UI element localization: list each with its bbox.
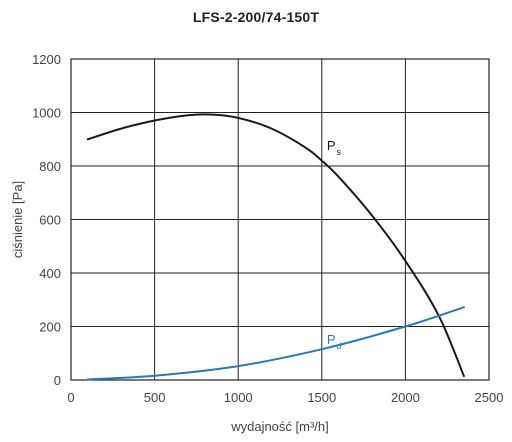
y-tick-label: 600 bbox=[39, 213, 61, 228]
grid-lines bbox=[70, 58, 490, 381]
x-tick-label: 2500 bbox=[475, 390, 504, 405]
x-tick-label: 0 bbox=[67, 390, 74, 405]
x-tick-label: 2000 bbox=[391, 390, 420, 405]
series-labels: Ps Pd bbox=[327, 138, 342, 351]
series-label-ps: Ps bbox=[327, 138, 342, 157]
series-curves bbox=[86, 113, 465, 381]
x-axis-label: wydajność [m³/h] bbox=[230, 419, 329, 434]
y-tick-label: 800 bbox=[39, 159, 61, 174]
series-line-pd bbox=[86, 306, 465, 381]
series-line-ps bbox=[86, 113, 465, 377]
series-label-pd: Pd bbox=[327, 332, 342, 351]
tick-labels: 0 500 1000 1500 2000 2500 0 200 400 600 800 1000 120… bbox=[32, 52, 503, 405]
y-tick-label: 1000 bbox=[32, 106, 61, 121]
chart-title: LFS-2-200/74-150T bbox=[192, 9, 320, 25]
plot-frame bbox=[70, 58, 490, 381]
x-tick-label: 1000 bbox=[224, 390, 253, 405]
x-tick-label: 1500 bbox=[307, 390, 336, 405]
y-tick-label: 200 bbox=[39, 320, 61, 335]
y-tick-label: 400 bbox=[39, 266, 61, 281]
x-tick-label: 500 bbox=[144, 390, 166, 405]
y-tick-label: 0 bbox=[54, 373, 61, 388]
y-tick-label: 1200 bbox=[32, 52, 61, 67]
y-axis-label: ciśnienie [Pa] bbox=[10, 181, 25, 258]
